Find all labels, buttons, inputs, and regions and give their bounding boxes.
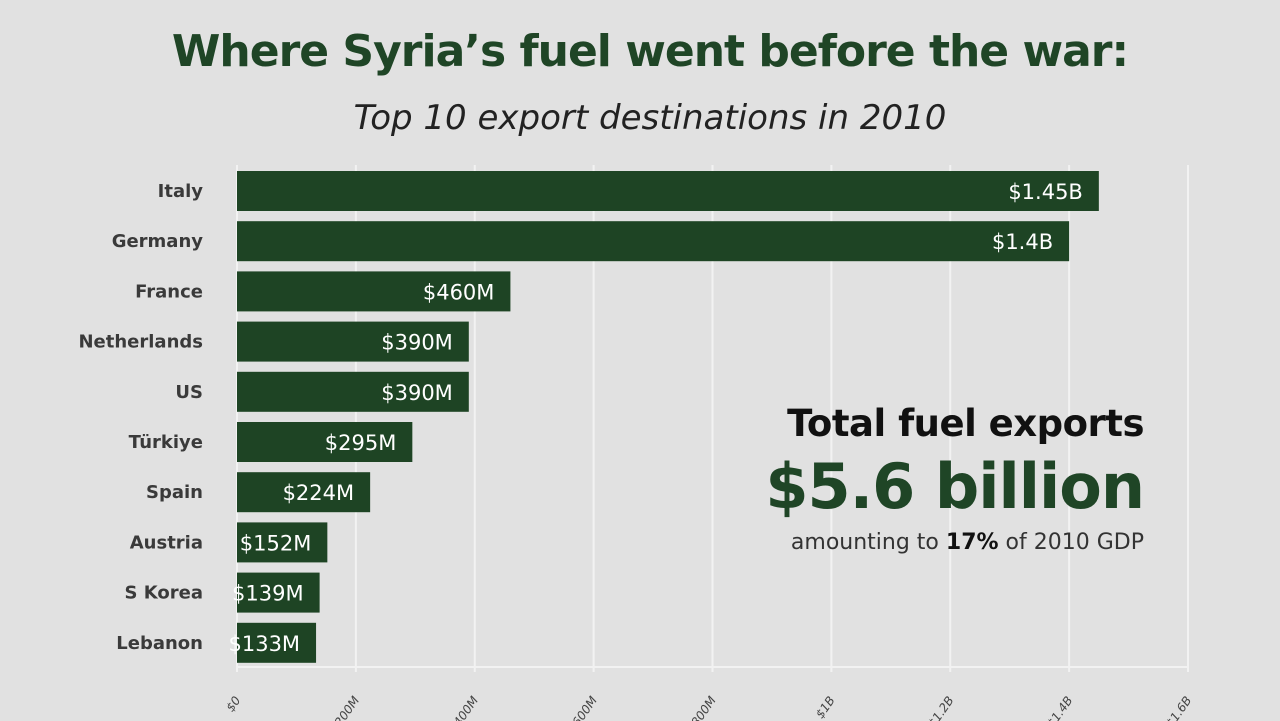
bar [237,271,511,312]
bar [237,371,469,412]
data-label: $390M [381,381,453,405]
x-tick-label: $400M [446,693,481,721]
category-label: Italy [158,181,204,202]
x-tick-label: $200M [327,693,362,721]
total-value: $5.6 billion [765,450,1145,523]
data-label: $224M [283,481,355,505]
category-label: Austria [130,532,203,553]
data-label: $390M [381,331,453,355]
x-tick-label: $600M [565,693,600,721]
chart-title: Where Syria’s fuel went before the war: [171,26,1129,77]
data-label: $139M [232,582,304,606]
category-label: Spain [146,482,203,503]
category-label: Netherlands [78,332,203,353]
bar [237,171,1099,211]
total-note: amounting to 17% of 2010 GDP [791,530,1144,555]
x-tick-label: $1.2B [925,694,957,721]
category-label: Germany [112,231,204,252]
total-heading: Total fuel exports [787,402,1144,445]
chart-subtitle: Top 10 export destinations in 2010 [353,98,947,138]
data-label: $133M [228,632,300,656]
x-tick-label: $0 [223,693,243,714]
bar [237,321,469,362]
x-tick-label: $1B [813,694,838,721]
note-bold: 17% [945,530,999,555]
bar [237,622,317,663]
category-label: S Korea [125,583,203,604]
data-label: $152M [240,531,312,555]
x-tick-label: $1.4B [1044,694,1076,721]
data-label: $460M [423,280,495,304]
bar [237,572,320,613]
category-label: Lebanon [116,633,203,654]
bar [237,472,371,513]
data-label: $295M [325,431,397,455]
note-suffix: of 2010 GDP [998,530,1144,555]
category-label: Türkiye [129,432,203,453]
note-prefix: amounting to [790,530,946,555]
x-tick-label: $1.6B [1163,694,1195,721]
bar [237,422,413,462]
data-label: $1.45B [1008,180,1083,204]
bar [237,522,328,563]
category-label: US [175,382,203,403]
data-label: $1.4B [992,230,1053,254]
x-tick-label: $800M [684,693,719,721]
category-label: France [135,281,203,302]
bar [237,221,1070,262]
